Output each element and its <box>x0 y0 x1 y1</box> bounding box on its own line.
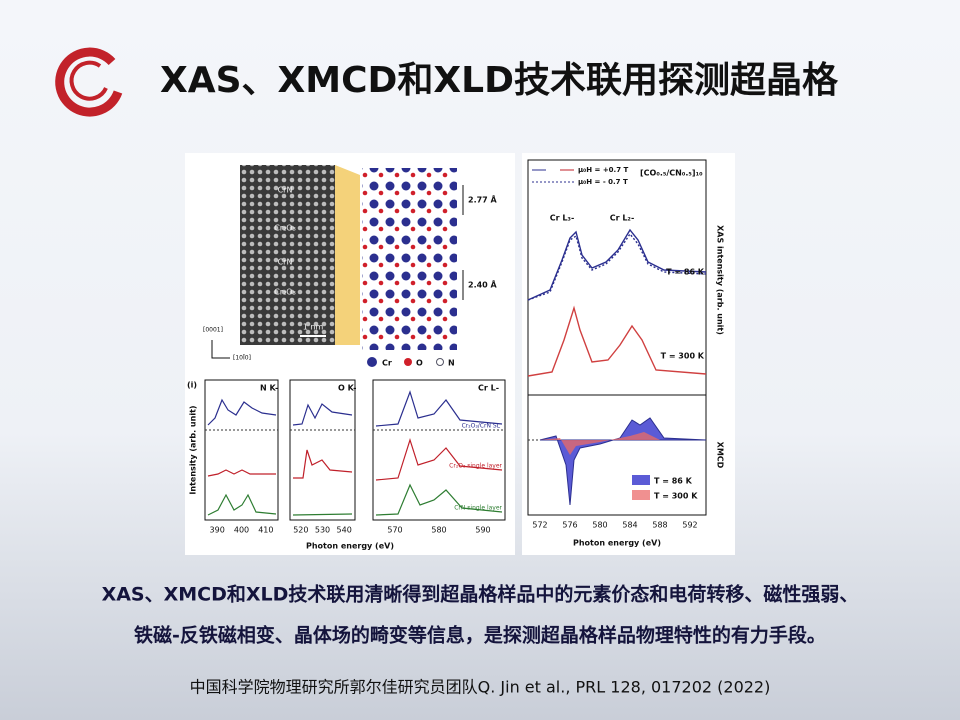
temp-label: T = 86 K <box>666 268 705 277</box>
x-tick-label: 390 <box>210 526 225 535</box>
citation: 中国科学院物理研究所郭尔佳研究员团队Q. Jin et al., PRL 128… <box>190 678 771 697</box>
figure-right <box>522 153 735 555</box>
curve-label: Cr₂O₃/CrN SL <box>462 423 501 430</box>
curve-label: Cr₂O₃ single layer <box>449 463 502 470</box>
x-tick-label: 576 <box>562 521 577 530</box>
axis-label: [0001] <box>203 327 223 334</box>
spacing: 2.77 Å <box>468 195 498 205</box>
peak-label: Cr L₃- <box>550 214 575 223</box>
x-axis-label: Photon energy (eV) <box>573 539 661 548</box>
x-tick-label: 580 <box>592 521 607 530</box>
x-axis-label: Photon energy (eV) <box>306 542 394 551</box>
x-tick-label: 520 <box>293 526 308 535</box>
x-tick-label: 570 <box>387 526 402 535</box>
spacing: 2.40 Å <box>468 280 498 290</box>
title: XAS、XMCD和XLD技术联用探测超晶格 <box>160 60 839 101</box>
legend-label: μ₀H = +0.7 T <box>578 166 629 174</box>
legend-label: N <box>448 359 455 368</box>
tem-label: Cr₂O₃ <box>274 288 296 297</box>
curve-label: CrN single layer <box>454 505 502 512</box>
legend-label: T = 86 K <box>654 477 693 486</box>
body-line: 铁磁-反铁磁相变、晶体场的畸变等信息，是探测超晶格样品物理特性的有力手段。 <box>134 624 826 647</box>
legend-label: O <box>416 359 423 368</box>
figure-left <box>185 153 515 555</box>
body-line: XAS、XMCD和XLD技术联用清晰得到超晶格样品中的元素价态和电荷转移、磁性强… <box>102 583 859 606</box>
tem-label: Cr₂O₃ <box>274 224 296 233</box>
tem-label: CrN <box>278 186 293 195</box>
legend-label: Cr <box>382 359 392 368</box>
x-tick-label: 410 <box>258 526 273 535</box>
x-tick-label: 540 <box>337 526 352 535</box>
x-tick-label: 580 <box>431 526 446 535</box>
sample-label: [CO₀.₅/CN₀.₅]₁₀ <box>640 169 703 178</box>
x-tick-label: 588 <box>652 521 667 530</box>
panel-label: (i) <box>187 381 197 390</box>
legend-label: T = 300 K <box>654 492 698 501</box>
axis-label: [10Ī0] <box>233 355 251 362</box>
panel-title: N K- <box>260 384 278 393</box>
tem-label: CrN <box>278 258 293 267</box>
y-axis-label: XAS intensity (arb. unit) <box>716 225 725 335</box>
logo <box>55 47 123 117</box>
x-tick-label: 590 <box>475 526 490 535</box>
scale-bar: 1 nm <box>303 323 324 332</box>
x-tick-label: 400 <box>234 526 249 535</box>
peak-label: Cr L₂- <box>610 214 635 223</box>
temp-label: T = 300 K <box>661 352 705 361</box>
legend-label: μ₀H = - 0.7 T <box>578 178 628 186</box>
x-tick-label: 584 <box>622 521 637 530</box>
panel-title: O K- <box>338 384 356 393</box>
x-tick-label: 530 <box>315 526 330 535</box>
panel-title: Cr L- <box>478 384 499 393</box>
x-tick-label: 592 <box>682 521 697 530</box>
y-axis-label: Intensity (arb. unit) <box>189 405 198 494</box>
y-axis-label: XMCD <box>716 442 725 469</box>
x-tick-label: 572 <box>532 521 547 530</box>
